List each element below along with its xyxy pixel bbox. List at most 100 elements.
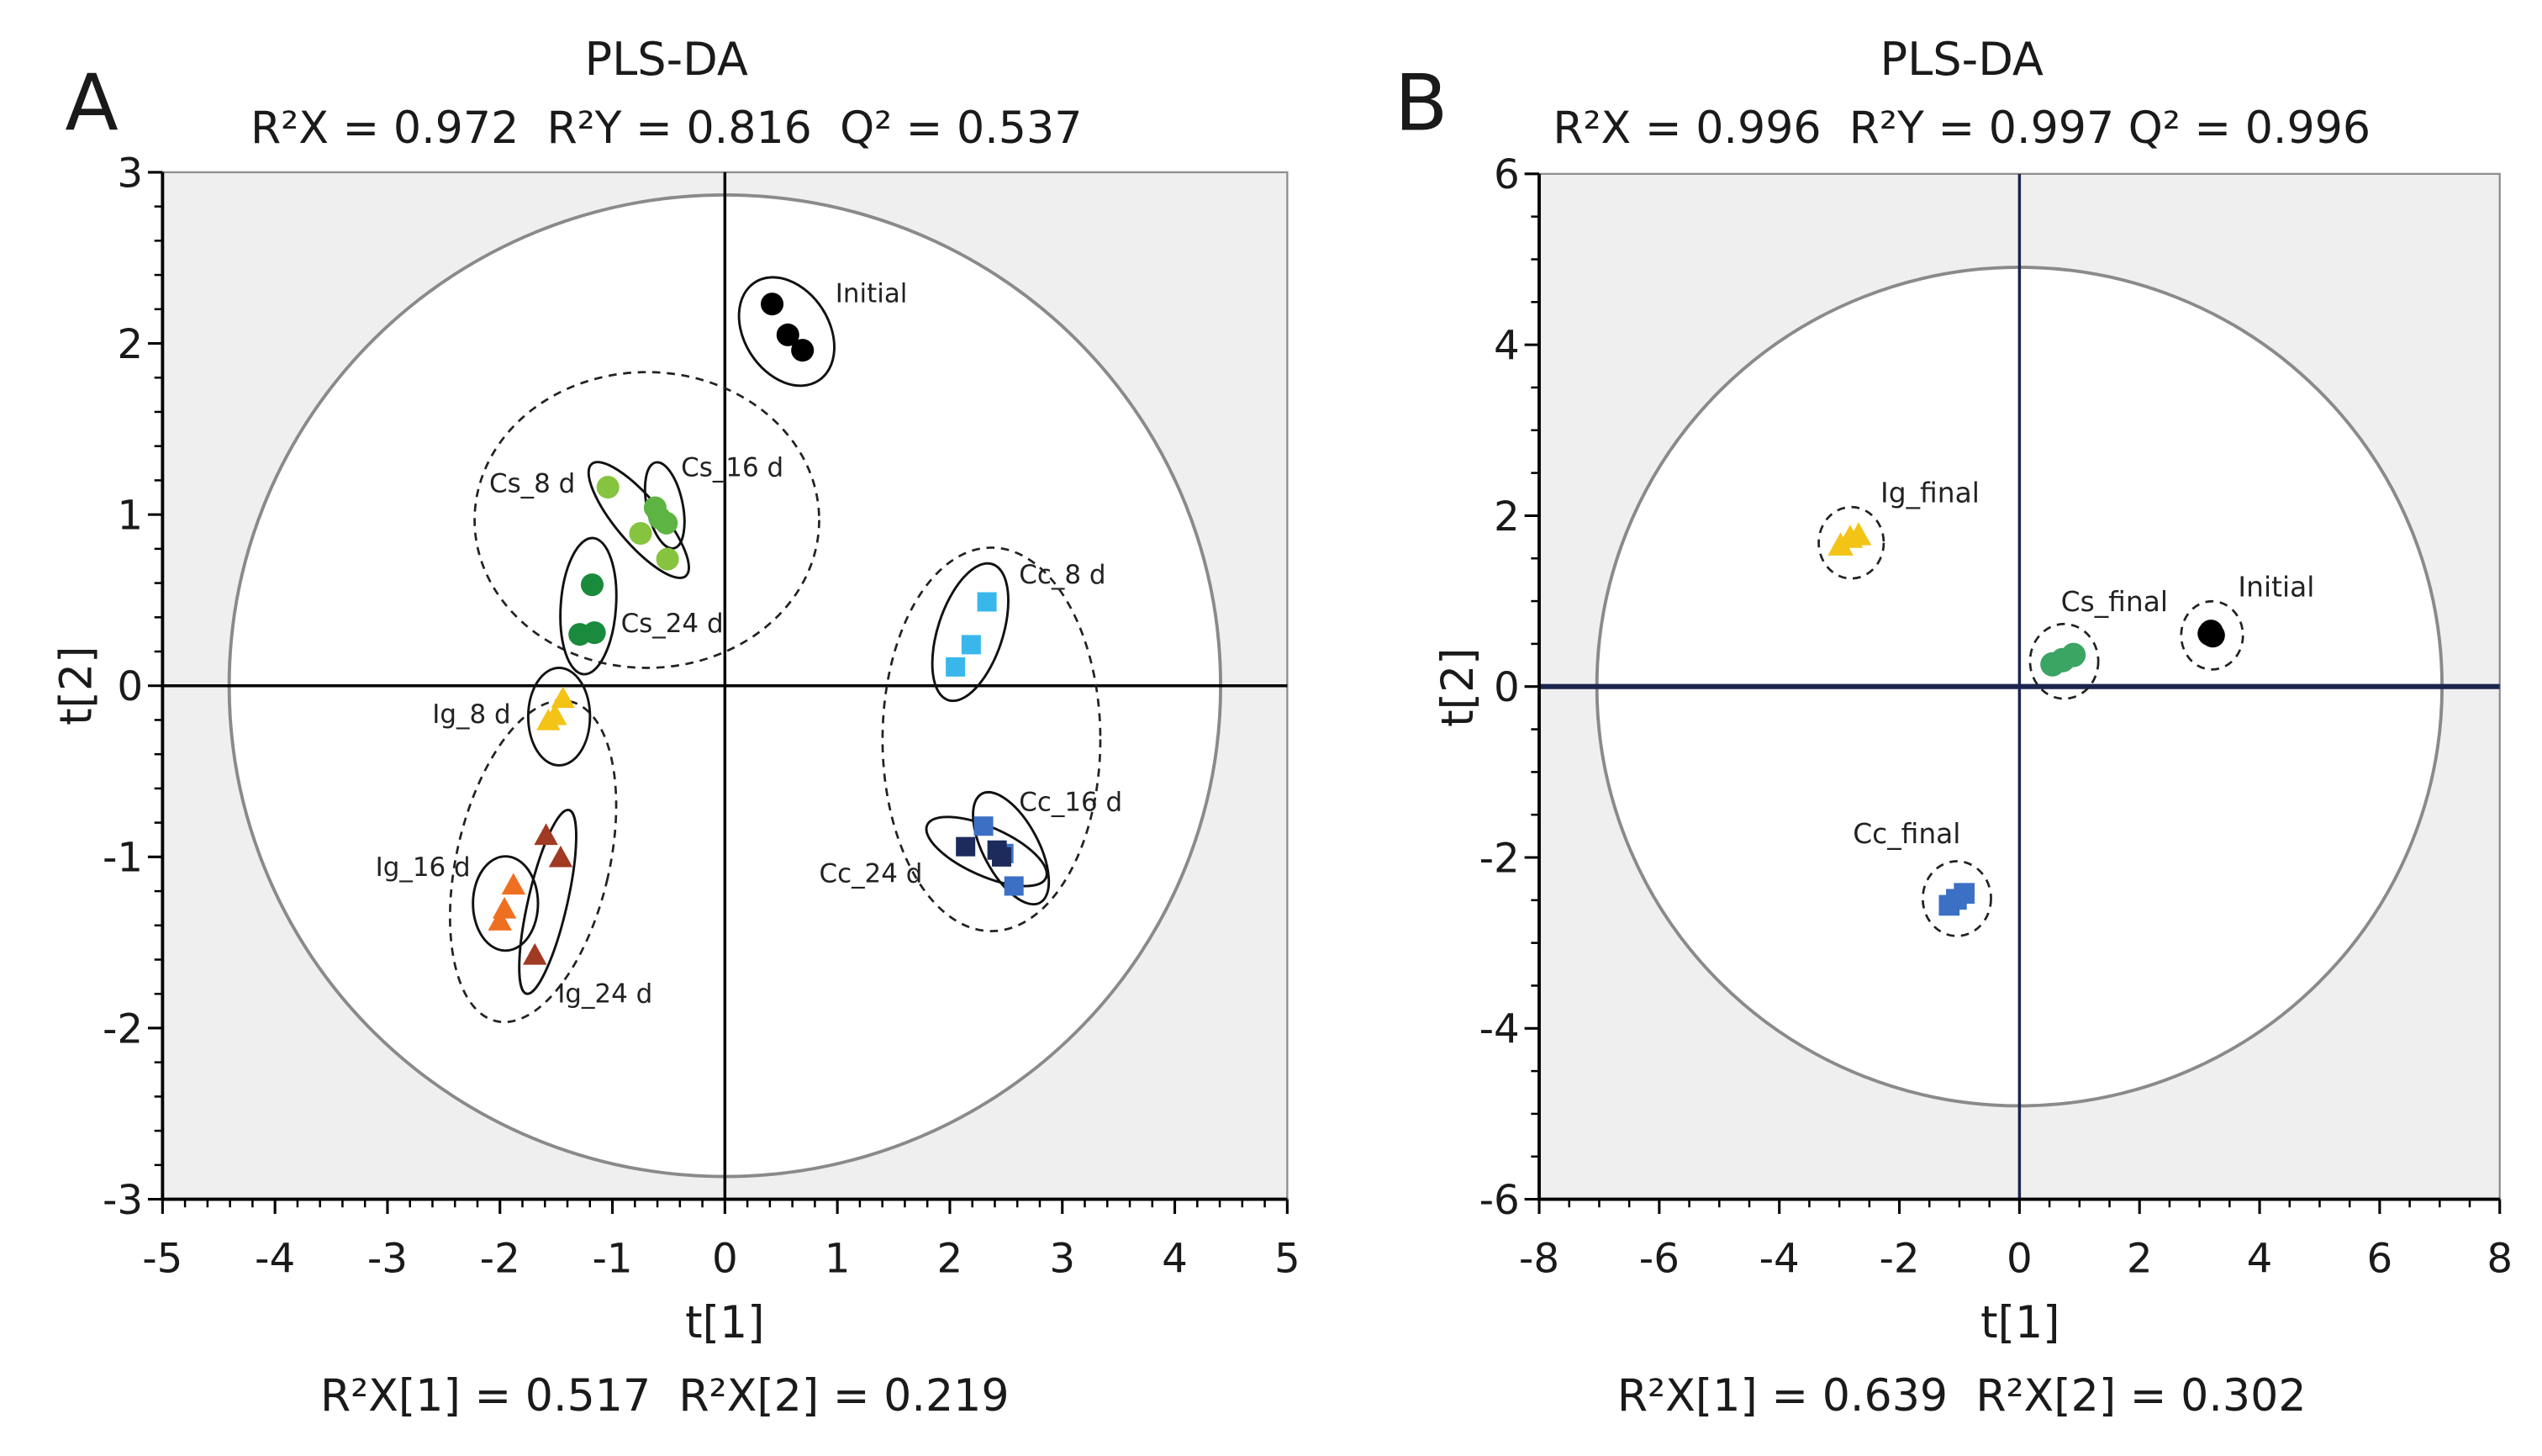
panel-a-x-tick-label: -5 [142, 1236, 182, 1283]
initial-final-dashed-ring [2180, 599, 2244, 671]
panel-a-point-cc-8-d-3 [946, 657, 966, 677]
panel-a-x-tick-label: 0 [712, 1236, 738, 1283]
panel-b-y-tick-label: 2 [1494, 493, 1520, 541]
panel-a-y-tick-label: -3 [103, 1177, 143, 1224]
cs-24d-group-ellipse [559, 536, 618, 676]
panel-b-x-tick-label: -2 [1879, 1236, 1919, 1283]
panel-b-x-tick-label: 4 [2247, 1236, 2273, 1283]
panel-a-point-cs-8-d-1 [596, 476, 620, 499]
panel-a-x-tick-label: -1 [592, 1236, 632, 1283]
group-label-cc-16d: Cc_16 d [1019, 788, 1122, 818]
ig-8d-group-ellipse [526, 667, 592, 767]
panel-a-title: PLS-DA [585, 33, 748, 86]
ig-final-dashed-ring [1817, 505, 1885, 580]
panel-a-subtitle: R²X = 0.972 R²Y = 0.816 Q² = 0.537 [251, 103, 1082, 154]
panel-a-y-tick-label: -1 [103, 835, 143, 882]
panel-a-x-tick-label: 2 [937, 1236, 963, 1283]
panel-b-points [1827, 522, 2225, 916]
panel-a-x-tick-label: 3 [1049, 1236, 1075, 1283]
panel-a-y-tick-label: -2 [103, 1005, 143, 1052]
panel-a-x-tick-label: 5 [1274, 1236, 1300, 1283]
panel-b-y-tick-label: -2 [1479, 835, 1520, 882]
panel-a-x-tick-label: -3 [367, 1236, 408, 1283]
group-label-cs-8d: Cs_8 d [489, 469, 575, 499]
panel-b-y-tick-label: -6 [1479, 1177, 1520, 1224]
panel-a-x-tick-label: 1 [825, 1236, 851, 1283]
panel-a-x-tick-label: -4 [255, 1236, 295, 1283]
panel-b-point-ig-final-3 [1845, 522, 1872, 546]
panel-a-point-initial-3 [791, 339, 815, 362]
panel-b-axes: -6 -4 -2 0 2 4 6 -8 -6 -4 -2 0 2 4 6 8 [1479, 151, 2513, 1282]
panel-a-point-ig-8-d-1 [551, 686, 575, 709]
panel-a-point-initial-2 [776, 323, 799, 346]
panel-a-x-tick-label: 4 [1162, 1236, 1188, 1283]
cc-cluster-dashed-ellipse [881, 546, 1102, 932]
group-label-cs-final: Cs_final [2061, 585, 2168, 618]
cs-cluster-dashed-ellipse [473, 371, 820, 669]
panel-a-point-ig-16-d-3 [488, 909, 512, 931]
panel-a-group-labels: Initial Cs_8 d Cs_16 d Cs_24 d Ig_8 d Ig… [376, 279, 1123, 1010]
panel-a-x-axis-label: t[1] [685, 1298, 764, 1348]
panel-a: Initial Cs_8 d Cs_16 d Cs_24 d Ig_8 d Ig… [51, 33, 1300, 1422]
panel-a-point-cc-8-d-2 [961, 635, 981, 655]
panel-a-background [161, 171, 1289, 1200]
group-label-cs-24d: Cs_24 d [621, 609, 724, 639]
panel-b-letter: B [1395, 58, 1448, 149]
panel-b-footer: R²X[1] = 0.639 R²X[2] = 0.302 [1617, 1371, 2307, 1422]
panel-b-y-tick-label: 4 [1494, 323, 1520, 370]
panel-b-subtitle: R²X = 0.996 R²Y = 0.997 Q² = 0.996 [1553, 103, 2371, 154]
panel-b-x-tick-label: -4 [1759, 1236, 1800, 1283]
panel-b-group-labels: Initial Cs_final Ig_final Cc_final [1853, 476, 2314, 850]
panel-a-point-cc-24-d-3 [987, 840, 1007, 860]
panel-b-x-tick-label: 8 [2487, 1236, 2513, 1283]
panel-a-point-ig-24-d-2 [548, 845, 573, 868]
panel-a-point-cc-16-d-3 [1004, 876, 1024, 896]
panel-b-y-tick-label: 6 [1494, 151, 1520, 198]
panel-a-letter: A [65, 58, 118, 149]
panel-b-x-tick-label: 0 [2007, 1236, 2033, 1283]
panel-b-point-cc-final-3 [1954, 883, 1975, 905]
cc-8d-group-ellipse [931, 562, 1010, 703]
panel-a-point-ig-16-d-1 [501, 873, 526, 895]
panel-a-y-tick-label: 3 [117, 150, 143, 197]
panel-a-y-tick-label: 2 [117, 321, 143, 368]
panel-a-y-tick-label: 0 [117, 663, 143, 710]
panel-b-title: PLS-DA [1880, 33, 2044, 86]
group-label-cc-final: Cc_final [1853, 817, 1960, 850]
group-label-cc-8d: Cc_8 d [1019, 560, 1105, 590]
panel-b-x-tick-label: -8 [1519, 1236, 1559, 1283]
panel-b-x-tick-label: 6 [2367, 1236, 2393, 1283]
cc-24d-group-ellipse [925, 815, 1048, 888]
panel-a-point-cc-8-d-1 [977, 592, 997, 612]
panel-b-x-tick-label: 2 [2127, 1236, 2153, 1283]
group-label-ig-16d: Ig_16 d [376, 852, 471, 883]
group-label-cs-16d: Cs_16 d [681, 452, 783, 483]
panel-a-axes: -3 -2 -1 0 1 2 3 -5 -4 -3 -2 -1 0 1 2 3 4 5 [103, 150, 1300, 1282]
group-label-cc-24d: Cc_24 d [819, 859, 922, 889]
panel-b-y-tick-label: 0 [1494, 664, 1520, 711]
panel-a-point-initial-1 [761, 293, 784, 316]
initial-group-ellipse [737, 276, 836, 388]
panel-b-y-tick-label: -4 [1479, 1006, 1520, 1053]
group-label-initial-b: Initial [2238, 570, 2314, 603]
panel-a-point-ig-24-d-1 [534, 823, 558, 846]
panel-a-y-tick-label: 1 [117, 493, 143, 540]
cs-final-dashed-ring [2028, 622, 2100, 700]
panel-a-y-axis-label: t[2] [51, 646, 102, 725]
panel-a-point-cs-8-d-2 [629, 521, 652, 546]
group-label-ig-24d: Ig_24 d [557, 979, 652, 1010]
panel-a-point-ig-8-d-3 [536, 708, 561, 731]
panel-a-x-tick-label: -2 [480, 1236, 520, 1283]
group-label-initial: Initial [836, 279, 908, 309]
panel-a-point-ig-24-d-3 [523, 942, 547, 965]
panel-a-point-cs-8-d-3 [656, 547, 679, 571]
panel-b-background [1537, 172, 2501, 1200]
panel-a-point-cs-24-d-3 [583, 621, 606, 645]
panel-b-x-axis-label: t[1] [1980, 1298, 2059, 1348]
panel-b-group-rings [1817, 505, 2244, 937]
cc-final-dashed-ring [1921, 860, 1992, 937]
panel-b-point-initial-3 [2198, 620, 2223, 645]
group-label-ig-8d: Ig_8 d [432, 699, 510, 730]
ig-24d-group-ellipse [518, 809, 577, 995]
